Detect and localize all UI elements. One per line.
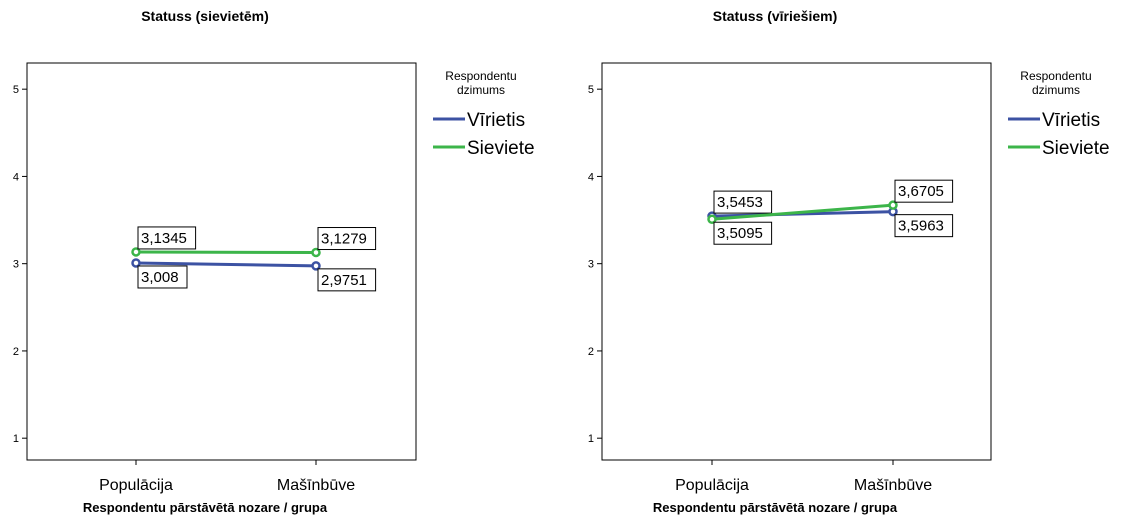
legend-title: dzimums [457,83,505,97]
data-label: 3,5963 [898,218,944,235]
chart-title: Statuss (vīriešiem) [713,8,838,24]
y-tick-label: 5 [588,84,594,96]
y-tick-label: 5 [13,84,19,96]
data-label: 3,008 [141,269,179,286]
legend-title: Respondentu [445,69,516,83]
data-label: 3,1279 [321,231,367,248]
legend-title: dzimums [1032,83,1080,97]
legend-label: Vīrietis [1042,110,1100,131]
plot-frame [601,62,992,461]
series-line [711,203,894,221]
y-tick-label: 3 [13,259,19,271]
x-tick-label: Populācija [675,477,749,494]
data-label-box [137,265,188,289]
x-tick-label: Mašīnbūve [277,477,355,494]
line-chart-men: Statuss (vīriešiem) Respondentu pārstāvēt… [588,8,1110,515]
y-tick-label: 1 [588,433,594,445]
data-point [707,214,717,224]
data-label-box [317,268,377,292]
data-label-box [137,226,197,250]
y-tick-label: 4 [13,171,19,183]
data-label-box [894,179,954,203]
line-chart-women: Statuss (sievietēm) Respondentu pārstāvēt… [13,8,535,515]
y-tick-label: 3 [588,259,594,271]
y-tick-label: 1 [13,433,19,445]
series-line [711,210,894,218]
data-label: 3,5453 [717,194,763,211]
y-tick-label: 4 [588,171,594,183]
data-label-box [713,221,773,245]
data-label-box [317,227,377,251]
data-label: 3,6705 [898,183,944,200]
x-axis-label: Respondentu pārstāvētā nozare / grupa [83,500,328,515]
data-point [131,258,141,268]
x-tick-label: Populācija [99,477,173,494]
data-point [311,247,321,258]
legend-title: Respondentu [1020,69,1091,83]
data-label: 3,5095 [717,225,763,242]
x-tick-label: Mašīnbūve [854,477,932,494]
y-tick-label: 2 [13,346,19,358]
chart-panel-women: Statuss (sievietēm) Respondentu pārstāvēt… [0,0,564,518]
plot-frame [26,62,417,461]
series-line [135,261,317,268]
x-axis-label: Respondentu pārstāvētā nozare / grupa [653,500,898,515]
data-point [131,247,141,257]
series-line [135,250,317,255]
legend-label: Sieviete [1042,138,1110,159]
data-point [888,200,898,210]
data-label: 2,9751 [321,272,367,289]
chart-panel-men: Statuss (vīriešiem) Respondentu pārstāvēt… [565,0,1129,518]
data-point [311,261,321,271]
y-tick-label: 2 [588,346,594,358]
legend-label: Vīrietis [467,110,525,131]
chart-title: Statuss (sievietēm) [141,8,269,24]
legend-label: Sieviete [467,138,535,159]
data-label-box [894,214,954,238]
data-label-box [713,190,773,214]
data-label: 3,1345 [141,230,187,247]
